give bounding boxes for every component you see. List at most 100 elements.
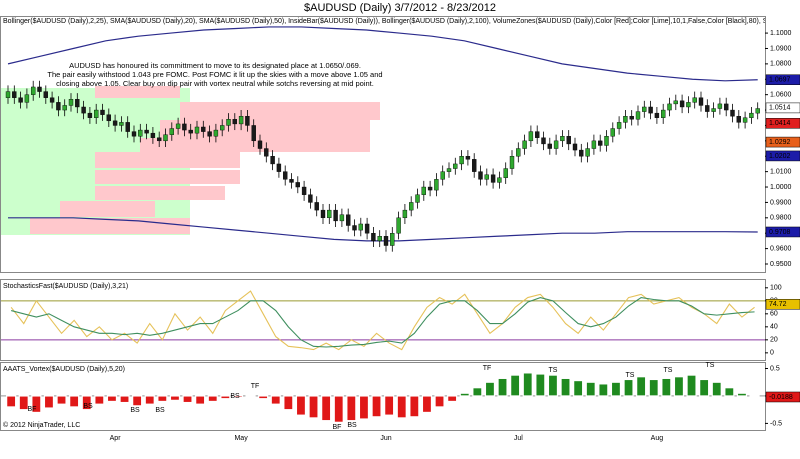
- price-tag-label: -0.0188: [769, 394, 793, 401]
- candle-body: [283, 171, 288, 180]
- vortex-bar: [673, 376, 685, 397]
- candle-body: [245, 116, 250, 126]
- candle-body: [207, 131, 212, 137]
- candle-body: [415, 194, 420, 203]
- candle-body: [320, 209, 326, 219]
- vortex-bar: [56, 395, 67, 405]
- y-tick-label: -0.5: [770, 420, 782, 427]
- candle-body: [598, 140, 603, 146]
- vortex-bar: [749, 395, 760, 398]
- candle-body: [553, 140, 559, 149]
- vortex-bar: [522, 372, 533, 397]
- price-tag-label: 1.0414: [769, 120, 791, 127]
- vortex-bar: [106, 395, 118, 403]
- vortex-bar: [484, 381, 496, 397]
- vortex-bar: [321, 395, 332, 422]
- vortex-bar: [459, 392, 470, 397]
- candle-body: [175, 123, 181, 129]
- candle-body: [516, 148, 521, 157]
- candle-body: [736, 116, 741, 123]
- indicator-header: Bollinger($AUDUSD (Daily),2,25), SMA($AU…: [3, 18, 789, 25]
- vortex-bar: [358, 395, 370, 420]
- vortex-bar: [447, 395, 458, 403]
- vortex-bar: [18, 395, 29, 411]
- vortex-bar: [547, 374, 559, 397]
- candle-body: [333, 209, 338, 222]
- candle-body: [339, 214, 345, 222]
- signal-label: BS: [130, 407, 140, 414]
- vortex-bar: [308, 395, 319, 419]
- price-tag-label: 1.0292: [769, 139, 791, 146]
- candle-body: [327, 209, 332, 219]
- y-tick-label: 0.5: [770, 365, 780, 372]
- candle-body: [377, 236, 382, 242]
- signal-label: TF: [251, 383, 260, 390]
- vortex-bar: [31, 395, 42, 414]
- candle-body: [106, 114, 112, 122]
- candle-body: [182, 123, 187, 131]
- vortex-bar: [711, 381, 722, 397]
- vortex-bar: [736, 392, 748, 397]
- candle-body: [484, 174, 489, 180]
- vortex-bar: [510, 374, 521, 397]
- candle-body: [301, 186, 307, 195]
- candle-body: [358, 223, 363, 231]
- vortex-bar: [421, 395, 433, 414]
- y-tick-label: 0.9500: [770, 261, 792, 268]
- candle-body: [635, 111, 641, 120]
- stochastics-panel: [0, 279, 766, 361]
- candle-body: [18, 97, 23, 103]
- vortex-bar: [686, 374, 697, 397]
- candle-body: [346, 214, 351, 226]
- candle-body: [535, 131, 540, 138]
- vortex-bar: [207, 395, 218, 403]
- annotation: AUDUSD has honoured its committment to m…: [69, 61, 361, 70]
- annotation: closing above 1.05. Clear buy on dip pai…: [56, 79, 374, 88]
- price-tag: [765, 150, 800, 162]
- x-tick-label: Jul: [514, 435, 523, 442]
- candle-body: [251, 125, 256, 142]
- candle-body: [371, 233, 376, 242]
- candle-body: [169, 128, 175, 135]
- price-tag-label: 1.0697: [769, 77, 791, 84]
- vortex-bar: [69, 395, 80, 408]
- candle-body: [150, 132, 156, 138]
- vortex-bar: [396, 395, 407, 419]
- vortex-title: AAATS_Vortex($AUDUSD (Daily),5,20): [3, 366, 125, 373]
- vortex-bar: [182, 395, 193, 404]
- candle-body: [163, 134, 168, 142]
- price-tag-label: 0.9708: [769, 229, 791, 236]
- candle-body: [112, 120, 118, 126]
- signal-label: BF: [28, 406, 37, 413]
- candle-body: [119, 122, 124, 126]
- y-tick-label: 1.0800: [770, 61, 792, 68]
- vortex-bar: [598, 383, 609, 397]
- candle-body: [144, 129, 149, 134]
- price-tag: [765, 136, 800, 148]
- candle-body: [390, 233, 395, 246]
- y-tick-label: 1.0600: [770, 92, 792, 99]
- vortex-bar: [384, 395, 395, 416]
- candle-body: [730, 109, 735, 117]
- candle-body: [579, 149, 584, 157]
- signal-label: TF: [483, 365, 492, 372]
- candle-body: [522, 140, 527, 149]
- vortex-bar: [169, 395, 181, 401]
- x-tick-label: Aug: [651, 435, 664, 442]
- signal-label: BS: [155, 407, 165, 414]
- vortex-bar: [333, 395, 344, 423]
- price-tag: [765, 226, 800, 238]
- candle-body: [226, 119, 231, 126]
- price-tag: [765, 391, 800, 403]
- candle-body: [453, 163, 458, 169]
- candle-body: [314, 202, 319, 211]
- price-panel: [0, 16, 766, 273]
- candle-body: [667, 103, 672, 111]
- y-tick-label: 0: [770, 350, 774, 357]
- candle-body: [62, 105, 67, 111]
- candle-body: [642, 106, 647, 112]
- candle-body: [125, 122, 130, 132]
- vortex-bar: [661, 377, 672, 397]
- candle-body: [446, 168, 452, 172]
- vortex-bar: [535, 373, 546, 397]
